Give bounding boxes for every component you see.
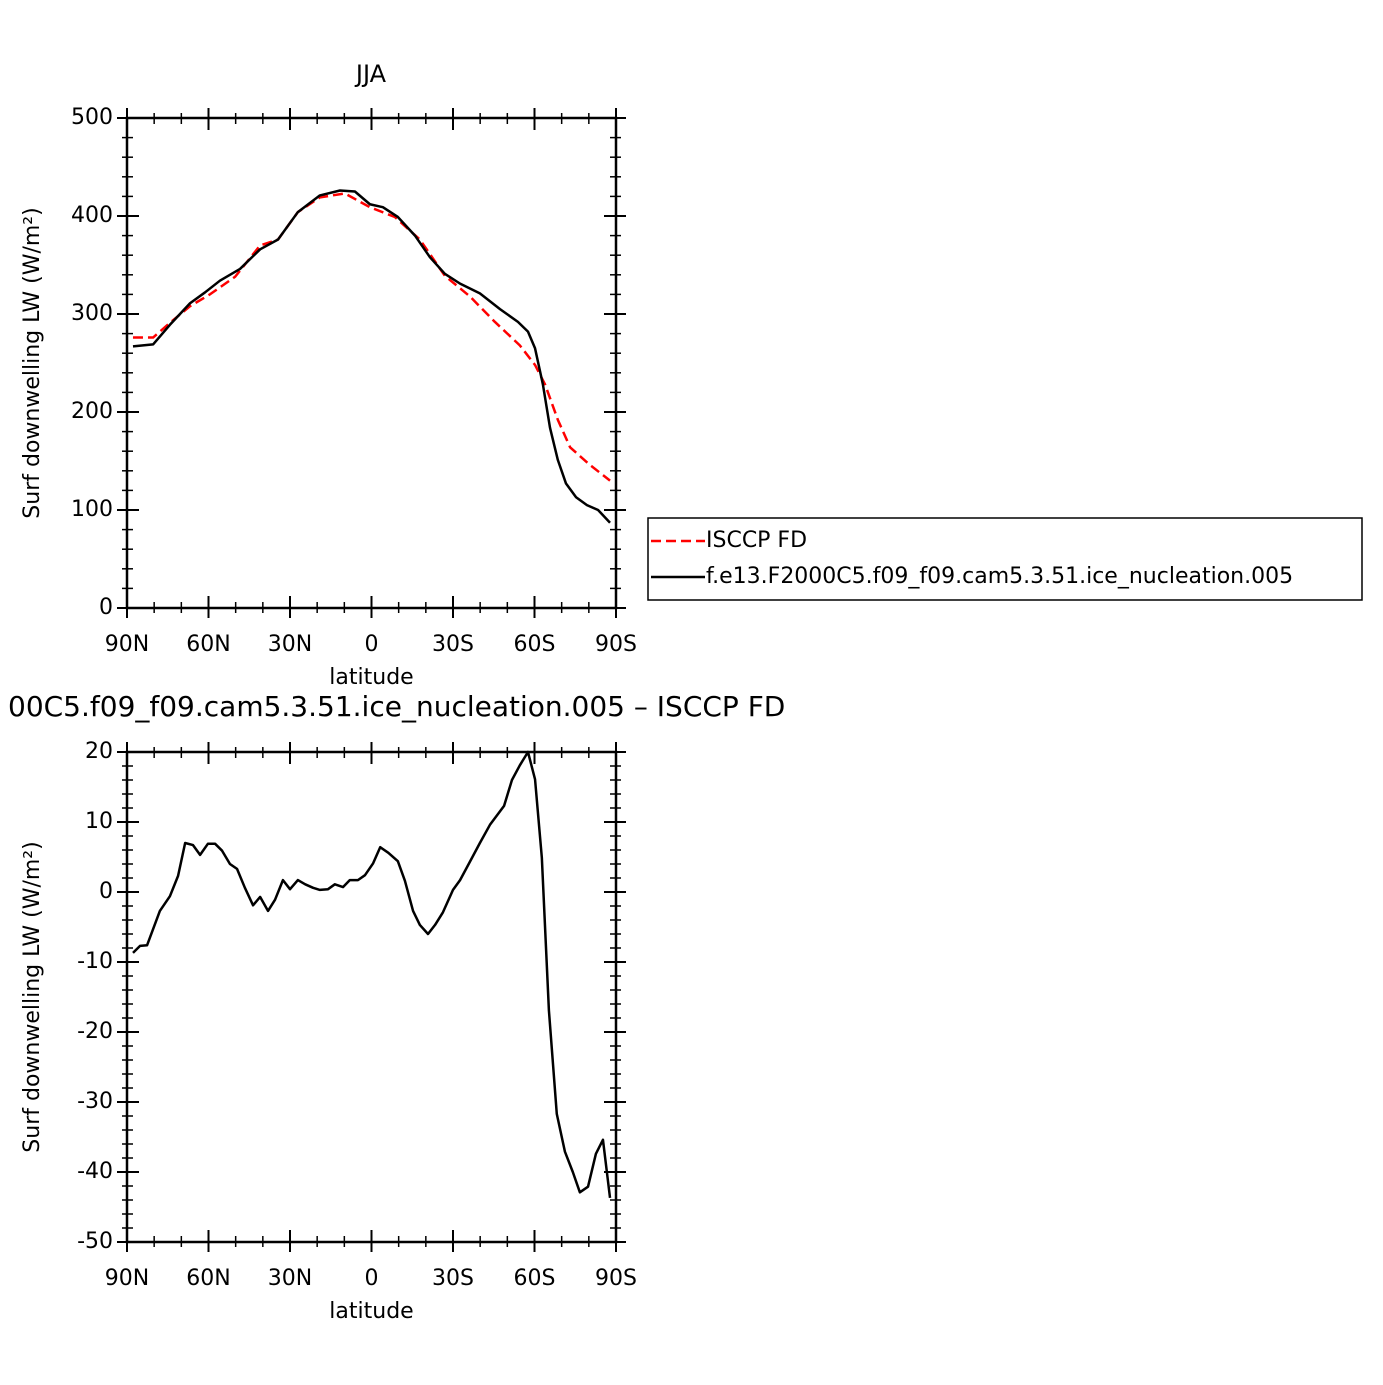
x-axis-label: latitude bbox=[329, 665, 413, 690]
x-tick-label: 90N bbox=[105, 632, 149, 657]
y-tick-label: -50 bbox=[77, 1229, 113, 1254]
y-tick-label: -30 bbox=[77, 1089, 113, 1114]
y-tick-label: 300 bbox=[71, 301, 113, 326]
data-line bbox=[132, 750, 612, 1199]
y-tick-label: -20 bbox=[77, 1019, 113, 1044]
chart-title: JJA bbox=[354, 60, 387, 88]
x-tick-label: 30N bbox=[268, 632, 312, 657]
x-tick-label: 30N bbox=[268, 1266, 312, 1291]
plot-frame bbox=[125, 116, 618, 610]
x-tick-label: 60S bbox=[514, 1266, 556, 1291]
y-axis-label: Surf downwelling LW (W/m²) bbox=[20, 207, 45, 518]
legend-box bbox=[647, 517, 1363, 601]
chart-title: 00C5.f09_f09.cam5.3.51.ice_nucleation.00… bbox=[8, 690, 785, 723]
x-tick-label: 60N bbox=[186, 1266, 230, 1291]
y-tick-label: 500 bbox=[71, 105, 113, 130]
y-tick-label: 10 bbox=[85, 809, 113, 834]
y-axis-label: Surf downwelling LW (W/m²) bbox=[20, 841, 45, 1152]
x-tick-label: 0 bbox=[365, 1266, 379, 1291]
y-tick-label: 0 bbox=[99, 595, 113, 620]
legend-label: f.e13.F2000C5.f09_f09.cam5.3.51.ice_nucl… bbox=[706, 564, 1293, 589]
y-tick-label: -40 bbox=[77, 1159, 113, 1184]
y-tick-label: 400 bbox=[71, 203, 113, 228]
x-axis-label: latitude bbox=[329, 1299, 413, 1324]
y-tick-label: 100 bbox=[71, 497, 113, 522]
x-tick-label: 60N bbox=[186, 632, 230, 657]
x-tick-label: 90S bbox=[595, 632, 637, 657]
y-tick-label: 20 bbox=[85, 739, 113, 764]
legend-label: ISCCP FD bbox=[706, 528, 807, 553]
y-tick-label: -10 bbox=[77, 949, 113, 974]
plot-frame bbox=[125, 750, 618, 1244]
data-line bbox=[132, 189, 611, 524]
y-tick-label: 200 bbox=[71, 399, 113, 424]
y-tick-label: 0 bbox=[99, 879, 113, 904]
x-tick-label: 0 bbox=[365, 632, 379, 657]
x-tick-label: 30S bbox=[432, 632, 474, 657]
x-tick-label: 60S bbox=[514, 632, 556, 657]
x-tick-label: 90S bbox=[595, 1266, 637, 1291]
x-tick-label: 90N bbox=[105, 1266, 149, 1291]
x-tick-label: 30S bbox=[432, 1266, 474, 1291]
data-line bbox=[132, 192, 611, 482]
